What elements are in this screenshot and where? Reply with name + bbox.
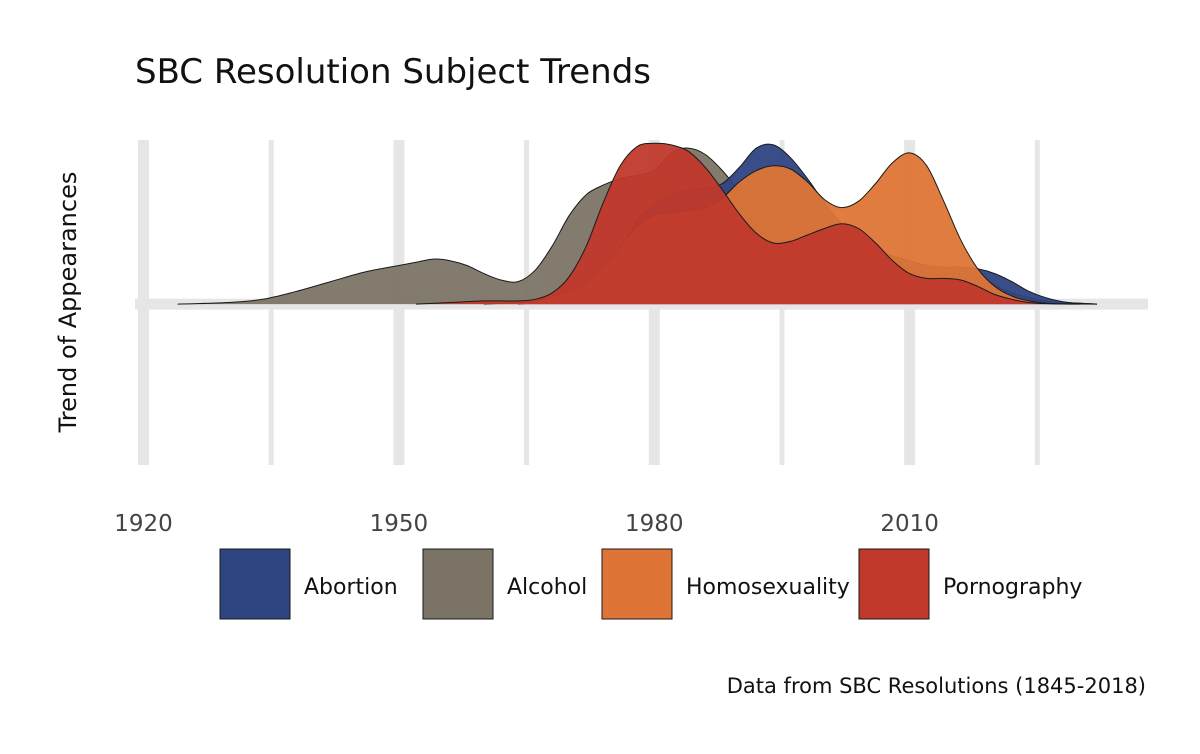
chart-caption: Data from SBC Resolutions (1845-2018): [727, 674, 1146, 698]
legend-label-homosexuality: Homosexuality: [686, 575, 850, 600]
x-tick-label: 1920: [114, 511, 173, 537]
legend-swatch-alcohol: [422, 548, 494, 620]
plot-area: [135, 140, 1148, 465]
legend-swatch-homosexuality: [601, 548, 673, 620]
legend-label-abortion: Abortion: [304, 575, 398, 600]
density-series: [177, 142, 1097, 305]
density-outline-pornography: [415, 142, 1080, 305]
x-tick-label: 2010: [880, 511, 939, 537]
chart-title: SBC Resolution Subject Trends: [135, 52, 651, 92]
x-tick-label: 1980: [625, 511, 684, 537]
legend-label-alcohol: Alcohol: [507, 575, 587, 600]
legend-swatch-pornography: [858, 548, 930, 620]
y-axis-label: Trend of Appearances: [54, 172, 82, 434]
x-tick-label: 1950: [370, 511, 429, 537]
x-axis-ticks: 1920 1950 1980 2010: [114, 511, 939, 537]
density-area-pornography: [415, 143, 1080, 305]
legend-swatch-abortion: [219, 548, 291, 620]
legend: Abortion Alcohol Homosexuality Pornography: [219, 548, 1082, 620]
legend-label-pornography: Pornography: [943, 575, 1082, 600]
